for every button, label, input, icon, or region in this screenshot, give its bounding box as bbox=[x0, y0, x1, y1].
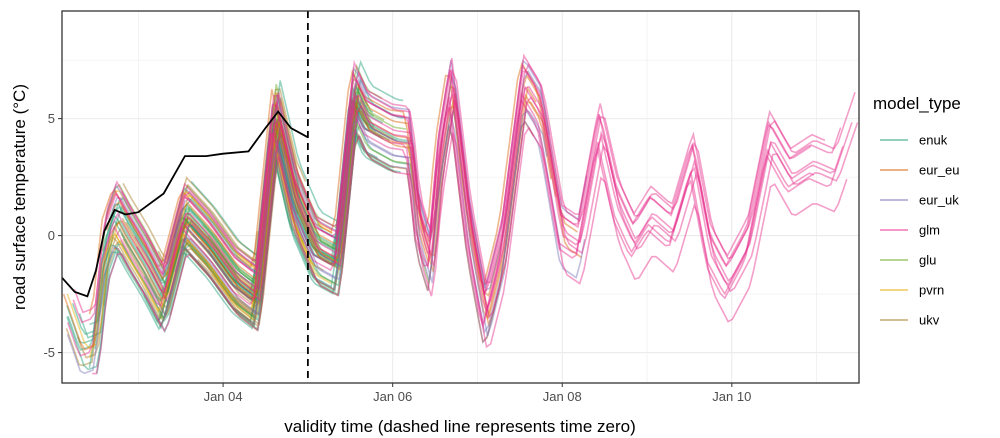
series-line-enuk bbox=[210, 106, 390, 304]
series-line-enuk bbox=[66, 100, 369, 344]
series-line-ukv bbox=[103, 140, 292, 319]
series-line-enuk bbox=[182, 97, 413, 298]
series-line-glu bbox=[168, 95, 394, 300]
series-line-glm bbox=[66, 98, 853, 357]
series-line-ukv bbox=[169, 172, 277, 326]
series-line-glu bbox=[124, 82, 385, 290]
series-line-ukv bbox=[167, 117, 276, 293]
series-line-ukv bbox=[65, 235, 263, 367]
series-line-ukv bbox=[121, 119, 297, 297]
series-line-ukv bbox=[77, 216, 270, 359]
x-tick-label: Jan 04 bbox=[204, 389, 243, 404]
series-line-eur_uk bbox=[143, 108, 548, 337]
series-line-pvrn bbox=[145, 98, 333, 277]
series-line-eur_eu bbox=[106, 73, 579, 298]
series-line-enuk bbox=[207, 99, 383, 303]
axis-ticks: Jan 04 Jan 06 Jan 08 Jan 10 -5 0 5 bbox=[43, 111, 751, 404]
series-line-ukv bbox=[158, 156, 271, 317]
series-line-glu bbox=[101, 63, 383, 263]
series-line-pvrn bbox=[114, 137, 324, 314]
series-line-enuk bbox=[115, 99, 414, 299]
observed-line-layer bbox=[61, 110, 309, 298]
series-line-enuk bbox=[173, 96, 375, 295]
series-line-glm bbox=[120, 62, 856, 284]
series-line-enuk bbox=[105, 83, 374, 282]
series-line-eur_eu bbox=[191, 101, 583, 328]
series-line-enuk bbox=[192, 105, 384, 302]
legend-label-glu: glu bbox=[919, 253, 936, 268]
series-line-ukv bbox=[197, 259, 258, 327]
series-line-glm bbox=[72, 63, 842, 324]
legend-label-enuk: enuk bbox=[919, 133, 948, 148]
x-tick-label: Jan 06 bbox=[373, 389, 412, 404]
y-axis-title: road surface temperature (°C) bbox=[10, 84, 29, 310]
series-line-ukv bbox=[207, 117, 290, 290]
series-line-enuk bbox=[96, 135, 395, 374]
series-line-glm bbox=[136, 96, 859, 320]
series-line-eur_uk bbox=[111, 69, 551, 292]
series-line-glm bbox=[104, 84, 844, 316]
plot-panel bbox=[62, 11, 859, 383]
x-tick-label: Jan 10 bbox=[712, 389, 751, 404]
series-line-enuk bbox=[78, 84, 369, 339]
observed-line bbox=[61, 110, 309, 298]
series-line-glm bbox=[92, 126, 848, 375]
series-line-enuk bbox=[66, 123, 416, 371]
series-line-enuk bbox=[94, 132, 401, 350]
series-line-glu bbox=[188, 132, 398, 332]
plot-border bbox=[61, 10, 860, 384]
series-line-ukv bbox=[167, 135, 305, 315]
series-line-pvrn bbox=[106, 92, 332, 270]
series-line-eur_uk bbox=[66, 120, 586, 375]
series-line-glm bbox=[134, 85, 835, 311]
y-tick-label: 0 bbox=[48, 228, 55, 243]
series-line-ukv bbox=[199, 127, 299, 305]
legend-label-glm: glm bbox=[919, 223, 940, 238]
series-line-enuk bbox=[161, 86, 384, 286]
legend-label-eur_eu: eur_eu bbox=[919, 163, 959, 178]
series-line-eur_eu bbox=[183, 85, 537, 319]
legend-title: model_type bbox=[873, 94, 961, 113]
series-line-glu bbox=[156, 121, 430, 321]
series-line-eur_uk bbox=[174, 110, 562, 334]
legend-label-ukv: ukv bbox=[919, 313, 940, 328]
series-line-ukv bbox=[122, 88, 307, 260]
series-line-glm bbox=[106, 70, 812, 297]
series-line-glm bbox=[73, 53, 826, 314]
series-line-enuk bbox=[89, 77, 404, 326]
x-axis-title: validity time (dashed line represents ti… bbox=[284, 417, 635, 436]
series-line-eur_eu bbox=[113, 120, 535, 344]
series-line-ukv bbox=[156, 142, 294, 323]
y-tick-label: 5 bbox=[48, 111, 55, 126]
series-line-ukv bbox=[125, 116, 297, 293]
series-lines bbox=[62, 53, 859, 375]
series-line-glu bbox=[202, 90, 407, 288]
series-line-enuk bbox=[150, 101, 377, 307]
legend-label-eur_uk: eur_uk bbox=[919, 193, 959, 208]
series-line-eur_uk bbox=[102, 59, 588, 289]
series-line-eur_eu bbox=[88, 61, 557, 315]
series-line-enuk bbox=[190, 59, 404, 259]
y-tick-label: -5 bbox=[43, 345, 55, 360]
series-line-enuk bbox=[143, 125, 395, 330]
series-line-pvrn bbox=[89, 132, 316, 358]
series-line-pvrn bbox=[211, 147, 332, 323]
series-line-ukv bbox=[120, 127, 284, 304]
series-line-enuk bbox=[88, 125, 379, 368]
series-line-ukv bbox=[157, 92, 278, 265]
x-tick-label: Jan 08 bbox=[543, 389, 582, 404]
series-line-enuk bbox=[189, 98, 398, 298]
series-line-glm bbox=[168, 91, 815, 324]
series-line-pvrn bbox=[66, 121, 344, 349]
series-line-enuk bbox=[136, 94, 375, 295]
series-line-ukv bbox=[184, 189, 259, 267]
legend-label-pvrn: pvrn bbox=[919, 283, 944, 298]
series-line-ukv bbox=[122, 140, 286, 317]
series-line-enuk bbox=[67, 98, 370, 351]
